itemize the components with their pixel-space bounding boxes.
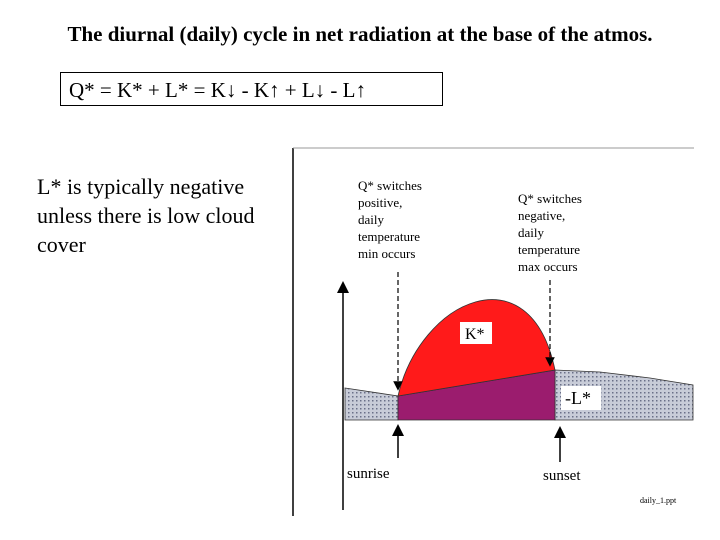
note: L* is typically negative unless there is…: [37, 174, 255, 257]
equation: Q* = K* + L* = K↓ - K↑ + L↓ - L↑: [60, 72, 443, 106]
label-line: negative,: [518, 208, 565, 223]
sunrise-label: sunrise: [347, 466, 390, 482]
label-line: max occurs: [518, 259, 578, 274]
label-line: temperature: [518, 242, 580, 257]
k-star-label: K*: [465, 326, 485, 343]
label-line: daily: [518, 225, 544, 240]
l-star-label: -L*: [565, 388, 591, 408]
label-line: daily: [358, 212, 384, 227]
longwave-night: [344, 387, 399, 421]
label: Q* switches negative, daily temperature max …: [518, 191, 582, 274]
label-line: Q* switches: [518, 191, 582, 206]
slide-title: The diurnal (daily) cycle in net radiati…: [67, 22, 653, 46]
label-line: Q* switches: [358, 178, 422, 193]
label-box: [460, 322, 492, 344]
label-line: temperature: [358, 229, 420, 244]
file-label: daily_1.ppt: [640, 496, 677, 505]
net-shortwave: [397, 299, 556, 397]
sunset-label: sunset: [543, 468, 581, 484]
label-line: min occurs: [358, 246, 415, 261]
label-box: [561, 386, 601, 410]
label-line: positive,: [358, 195, 402, 210]
label: Q* switches positive, daily temperature min …: [358, 178, 422, 261]
